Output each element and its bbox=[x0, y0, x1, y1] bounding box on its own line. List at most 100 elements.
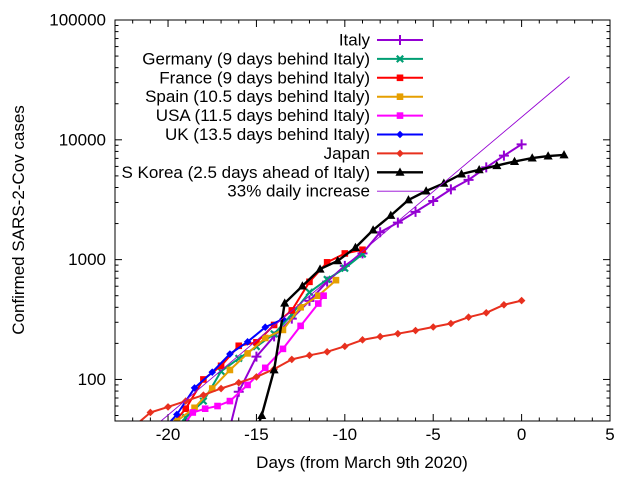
legend-item-s-korea: S Korea (2.5 days ahead of Italy) bbox=[121, 163, 423, 182]
marker-plus bbox=[498, 150, 509, 161]
legend-item-germany: Germany (9 days behind Italy) bbox=[142, 49, 423, 68]
y-axis-title: Confirmed SARS-2-Cov cases bbox=[9, 105, 28, 335]
marker-diamond bbox=[217, 384, 225, 393]
marker-triangle bbox=[559, 150, 569, 159]
marker-diamond bbox=[287, 355, 296, 364]
legend-label-spain: Spain (10.5 days behind Italy) bbox=[145, 87, 370, 106]
marker-triangle bbox=[280, 298, 290, 307]
legend-label-italy: Italy bbox=[339, 31, 371, 50]
marker-square bbox=[315, 300, 322, 307]
marker-plus bbox=[410, 206, 421, 217]
marker-square bbox=[226, 397, 234, 405]
marker-triangle bbox=[403, 195, 414, 204]
marker-square bbox=[320, 292, 327, 300]
marker-diamond bbox=[429, 323, 438, 331]
marker-diamond bbox=[396, 130, 404, 139]
marker-plus bbox=[516, 139, 527, 150]
marker-square bbox=[226, 366, 234, 374]
marker-cross bbox=[323, 275, 332, 284]
marker-diamond bbox=[305, 351, 314, 360]
marker-triangle bbox=[395, 167, 405, 176]
marker-cross bbox=[199, 397, 208, 406]
marker-triangle bbox=[333, 256, 343, 265]
series-uk-line bbox=[169, 318, 284, 421]
marker-square bbox=[182, 405, 190, 412]
marker-square bbox=[306, 278, 313, 286]
series-area bbox=[138, 76, 570, 421]
marker-square bbox=[332, 276, 340, 284]
marker-square bbox=[261, 364, 269, 372]
marker-diamond bbox=[482, 308, 491, 317]
marker-diamond bbox=[146, 408, 155, 417]
y-tick-label: 100000 bbox=[49, 11, 106, 30]
marker-cross bbox=[396, 54, 404, 63]
series-spain bbox=[173, 276, 340, 421]
marker-diamond bbox=[376, 332, 384, 341]
marker-diamond bbox=[411, 326, 420, 335]
legend-item-italy: Italy bbox=[339, 31, 423, 50]
y-tick-label: 1000 bbox=[68, 250, 106, 269]
marker-square bbox=[396, 74, 404, 82]
marker-square bbox=[235, 342, 243, 350]
marker-square bbox=[189, 409, 197, 416]
marker-square bbox=[201, 405, 209, 412]
legend-item-france: France (9 days behind Italy) bbox=[159, 68, 423, 87]
legend-item-uk: UK (13.5 days behind Italy) bbox=[165, 125, 423, 144]
marker-diamond bbox=[173, 410, 181, 419]
marker-square bbox=[359, 246, 366, 254]
marker-diamond bbox=[261, 323, 270, 331]
x-tick-label: -5 bbox=[426, 425, 441, 444]
marker-triangle bbox=[269, 365, 279, 374]
legend-label-france: France (9 days behind Italy) bbox=[159, 68, 370, 87]
marker-triangle bbox=[386, 210, 396, 219]
marker-diamond bbox=[164, 403, 172, 411]
marker-square bbox=[261, 334, 269, 342]
marker-plus bbox=[463, 174, 474, 185]
marker-diamond bbox=[447, 319, 455, 328]
y-tick-label: 100 bbox=[78, 370, 106, 389]
legend-label-germany: Germany (9 days behind Italy) bbox=[142, 49, 370, 68]
marker-triangle bbox=[527, 153, 537, 162]
marker-diamond bbox=[500, 300, 508, 309]
series-usa bbox=[185, 292, 327, 421]
marker-plus bbox=[392, 217, 403, 228]
marker-square bbox=[341, 250, 349, 257]
marker-triangle bbox=[350, 242, 360, 252]
marker-diamond bbox=[358, 336, 367, 344]
marker-diamond bbox=[234, 378, 243, 387]
marker-diamond bbox=[226, 350, 234, 358]
marker-diamond bbox=[190, 384, 199, 392]
marker-diamond bbox=[517, 296, 526, 305]
marker-diamond bbox=[464, 313, 473, 321]
marker-square bbox=[315, 292, 322, 300]
marker-square bbox=[191, 404, 198, 412]
marker-square bbox=[297, 304, 304, 311]
legend-label-daily-33pct: 33% daily increase bbox=[227, 182, 370, 201]
x-tick-label: -20 bbox=[156, 425, 181, 444]
y-tick-label: 10000 bbox=[59, 130, 106, 149]
marker-triangle bbox=[492, 160, 502, 170]
marker-square bbox=[279, 326, 287, 334]
marker-plus bbox=[395, 35, 405, 45]
series-s-korea bbox=[257, 150, 569, 421]
series-japan bbox=[138, 296, 526, 421]
marker-square bbox=[244, 350, 251, 357]
marker-square bbox=[217, 362, 225, 370]
marker-diamond bbox=[199, 391, 208, 399]
marker-diamond bbox=[252, 373, 261, 381]
legend-label-s-korea: S Korea (2.5 days ahead of Italy) bbox=[121, 163, 370, 182]
marker-triangle bbox=[421, 186, 431, 195]
marker-triangle bbox=[509, 156, 520, 165]
series-italy-line bbox=[230, 143, 523, 421]
marker-triangle bbox=[474, 164, 484, 174]
legend-label-japan: Japan bbox=[324, 144, 370, 163]
marker-triangle bbox=[543, 151, 553, 160]
marker-cross bbox=[340, 264, 349, 273]
marker-square bbox=[396, 93, 404, 100]
marker-diamond bbox=[341, 342, 349, 351]
legend-item-daily-33pct: 33% daily increase bbox=[227, 182, 423, 201]
marker-triangle bbox=[297, 281, 307, 290]
